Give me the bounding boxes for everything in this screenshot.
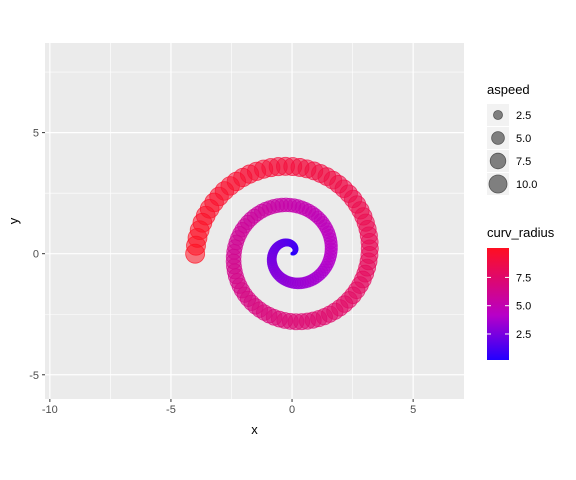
size-legend-label: 10.0	[516, 179, 537, 191]
x-axis-title: x	[251, 422, 258, 437]
color-legend-label: 7.5	[516, 272, 531, 284]
size-legend: aspeed 2.5 5.0 7.5 10.0	[487, 82, 537, 195]
size-legend-point	[493, 110, 503, 120]
x-tick-label: 0	[289, 404, 295, 416]
color-legend-label: 2.5	[516, 329, 531, 341]
size-legend-point	[489, 152, 507, 170]
size-legend-point	[488, 174, 508, 194]
data-point	[185, 243, 206, 264]
y-axis-title: y	[6, 217, 21, 224]
axis-tick-labels: -10 -5 0 5 -5 0 5	[29, 128, 416, 416]
size-legend-point	[491, 131, 505, 145]
color-legend: curv_radius 2.5 5.0 7.5	[487, 225, 555, 360]
grid-lines	[45, 43, 464, 399]
data-points	[185, 156, 379, 331]
x-tick-label: -5	[166, 404, 176, 416]
size-legend-title: aspeed	[487, 82, 530, 97]
y-tick-label: 5	[33, 128, 39, 140]
y-tick-label: -5	[29, 370, 39, 382]
x-tick-label: 5	[410, 404, 416, 416]
color-legend-title: curv_radius	[487, 225, 555, 240]
size-legend-label: 7.5	[516, 156, 531, 168]
color-legend-label: 5.0	[516, 301, 531, 313]
size-legend-label: 5.0	[516, 133, 531, 145]
y-tick-label: 0	[33, 249, 39, 261]
x-tick-label: -10	[42, 404, 58, 416]
size-legend-label: 2.5	[516, 110, 531, 122]
color-legend-bar	[487, 248, 509, 360]
axis-ticks	[42, 132, 414, 402]
